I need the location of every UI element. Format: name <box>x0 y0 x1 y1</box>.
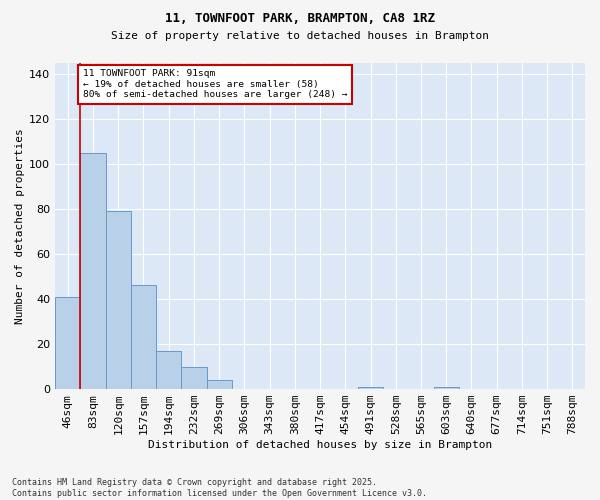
Bar <box>106 211 131 389</box>
Text: Size of property relative to detached houses in Brampton: Size of property relative to detached ho… <box>111 31 489 41</box>
Bar <box>131 286 156 389</box>
Bar <box>156 351 181 389</box>
Text: 11, TOWNFOOT PARK, BRAMPTON, CA8 1RZ: 11, TOWNFOOT PARK, BRAMPTON, CA8 1RZ <box>165 12 435 26</box>
Bar <box>55 296 80 389</box>
Bar <box>181 366 206 389</box>
Y-axis label: Number of detached properties: Number of detached properties <box>15 128 25 324</box>
Bar <box>206 380 232 389</box>
Bar <box>434 387 459 389</box>
Bar <box>80 152 106 389</box>
Text: 11 TOWNFOOT PARK: 91sqm
← 19% of detached houses are smaller (58)
80% of semi-de: 11 TOWNFOOT PARK: 91sqm ← 19% of detache… <box>83 70 347 99</box>
X-axis label: Distribution of detached houses by size in Brampton: Distribution of detached houses by size … <box>148 440 492 450</box>
Text: Contains HM Land Registry data © Crown copyright and database right 2025.
Contai: Contains HM Land Registry data © Crown c… <box>12 478 427 498</box>
Bar <box>358 387 383 389</box>
